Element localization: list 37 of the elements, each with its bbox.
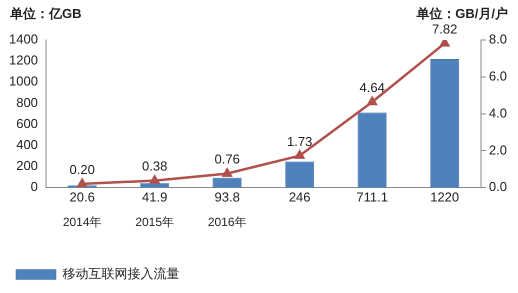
y-tick-label: 400	[16, 137, 38, 152]
y2-tick-label: 6.0	[488, 68, 508, 84]
text: 711.1	[356, 190, 388, 205]
text: 93.8	[214, 190, 240, 205]
data-label: 1.73	[287, 134, 312, 149]
text: 1220	[430, 190, 460, 205]
x-tick-label: 2014年	[62, 215, 102, 230]
y-tick-label: 200	[16, 158, 38, 174]
data-label: 0.38	[142, 158, 168, 174]
y-tick-label: 1400	[9, 32, 38, 47]
data-label: 0.76	[214, 152, 240, 167]
text: 41.9	[142, 190, 168, 205]
text: 246	[288, 190, 311, 205]
y-tick-label: 1000	[9, 74, 38, 89]
y-tick-label: 600	[16, 116, 38, 131]
y2-axis-title: 单位：GB/月/户	[415, 6, 508, 22]
point	[150, 175, 160, 184]
text: 20.6	[70, 190, 95, 205]
data-label: 0.20	[70, 162, 95, 177]
y2-tick-label: 8.0	[488, 32, 508, 47]
point	[440, 40, 450, 47]
point	[294, 150, 304, 159]
data-label: 7.82	[432, 21, 458, 36]
data-label: 4.64	[360, 80, 385, 96]
y-tick-label: 0	[30, 179, 38, 194]
point	[222, 168, 232, 177]
y2-tick-label: 4.0	[488, 105, 508, 120]
legend-label: 移动互联网接入流量	[62, 266, 180, 282]
y-tick-label: 800	[16, 94, 38, 110]
point	[367, 96, 377, 106]
y-tick-label: 1200	[9, 52, 38, 68]
x-tick-label: 2015年	[135, 215, 174, 230]
y-axis-title: 单位：亿GB	[9, 6, 82, 22]
y2-tick-label: 0.0	[488, 179, 508, 194]
x-tick-label: 2016年	[208, 215, 247, 230]
y2-tick-label: 2.0	[488, 142, 508, 158]
point	[77, 178, 87, 188]
